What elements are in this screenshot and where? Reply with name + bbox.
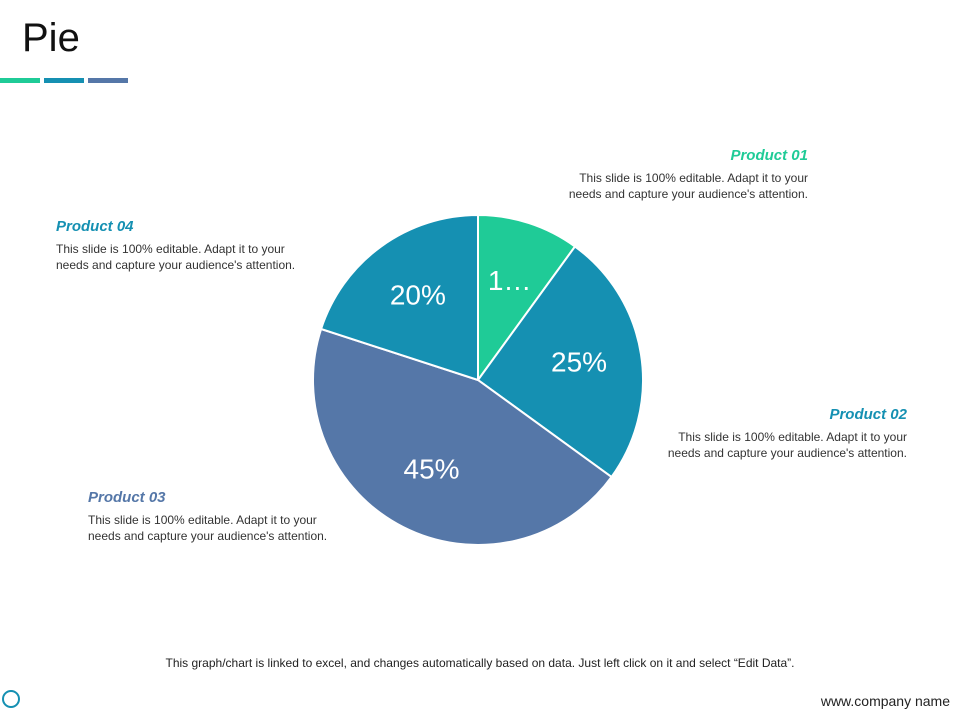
slice-label: 20% — [390, 280, 446, 311]
accent-bar — [44, 78, 84, 83]
category-label: Product 02 — [829, 406, 907, 423]
logo — [2, 690, 20, 708]
category-label: Product 04 — [56, 218, 134, 235]
category-label: Product 03 — [88, 489, 166, 506]
pie-slice — [312, 327, 613, 546]
footer-note: This graph/chart is linked to excel, and… — [165, 656, 795, 670]
slice-label: 45% — [404, 454, 460, 485]
pie-slice — [319, 213, 479, 382]
accent-bar — [88, 78, 128, 83]
pie: 1… 25% 45% 20% — [312, 213, 645, 546]
slice-label: 1… — [488, 265, 532, 296]
category-label: Product 01 — [730, 147, 808, 164]
accent-bar — [0, 78, 40, 83]
pie-slice — [476, 245, 645, 479]
category-description: This slide is 100% editable. Adapt it to… — [88, 513, 328, 543]
category-description: This slide is 100% editable. Adapt it to… — [568, 171, 808, 201]
chart-title: Pie — [22, 16, 80, 60]
pie-slice — [477, 213, 577, 384]
category-description: This slide is 100% editable. Adapt it to… — [56, 242, 296, 272]
website: www.company name — [820, 693, 950, 709]
category-description: This slide is 100% editable. Adapt it to… — [667, 430, 907, 460]
slice-label: 25% — [551, 346, 607, 377]
